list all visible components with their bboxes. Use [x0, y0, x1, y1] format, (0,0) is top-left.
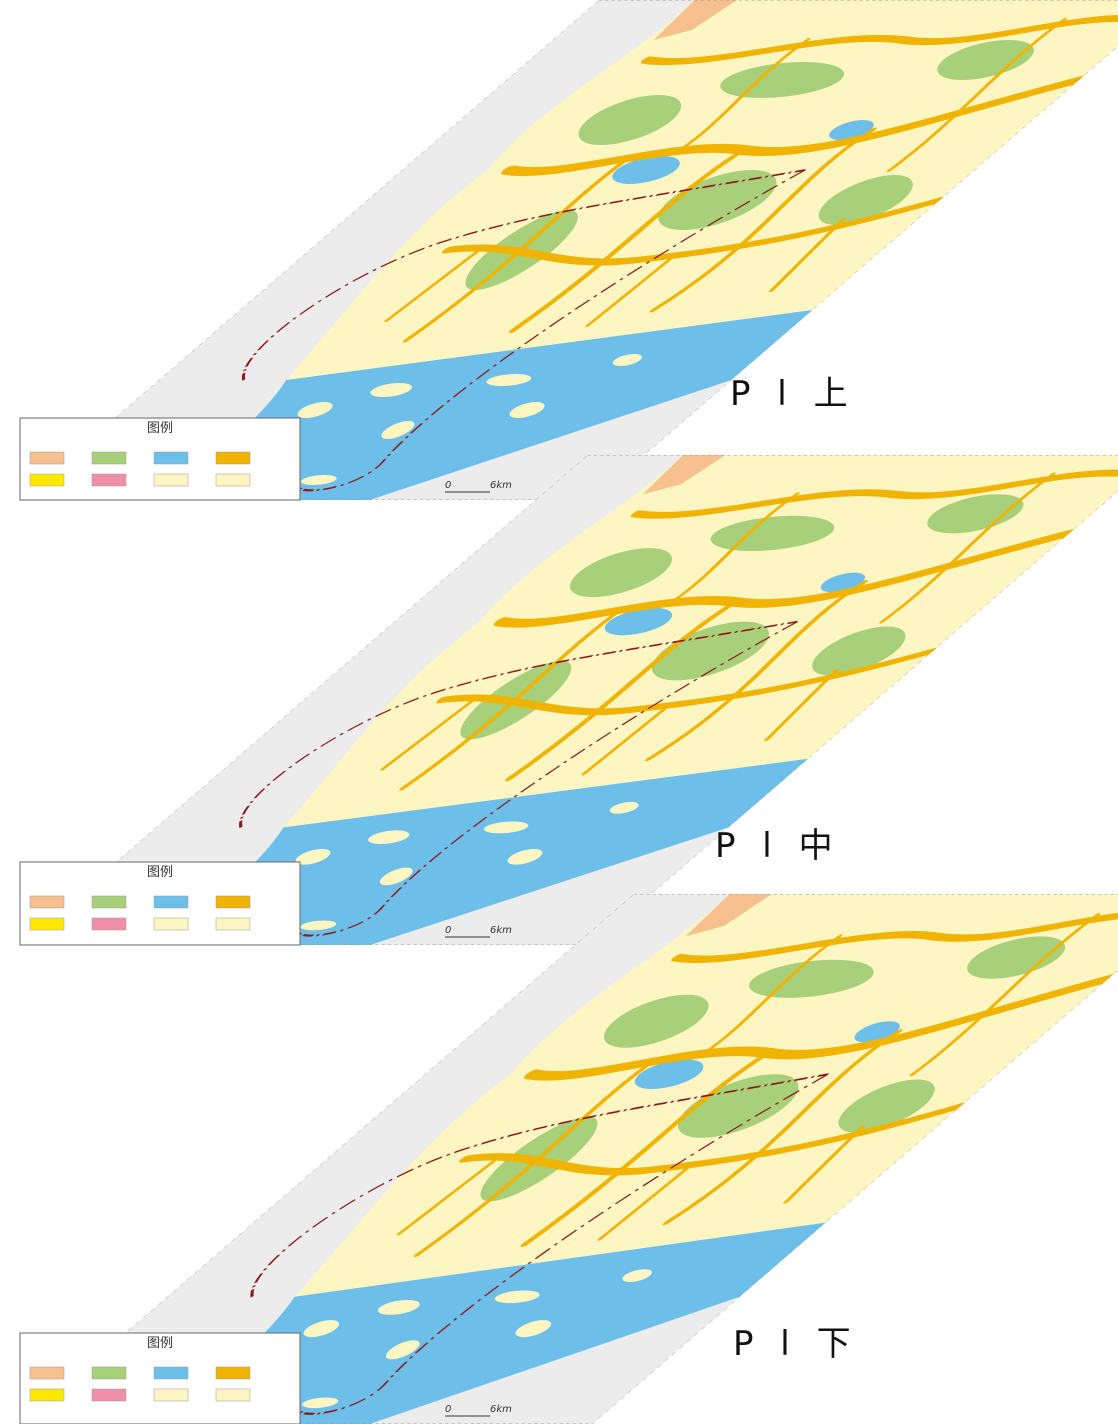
- scale-end: 6km: [490, 1404, 512, 1415]
- figure: 图例06kmP l 上图例06kmP l 中图例06kmP l 下: [0, 0, 1118, 1424]
- legend-swatch: [92, 896, 126, 908]
- legend-swatch: [30, 452, 64, 464]
- scale-start: 0: [445, 1404, 451, 1415]
- legend-swatch: [154, 474, 188, 486]
- map-panel: 图例 0 6km P l 下: [20, 894, 1118, 1424]
- scale-start: 0: [445, 480, 451, 491]
- legend-swatch: [30, 896, 64, 908]
- legend-swatch: [30, 1389, 64, 1401]
- legend-title: 图例: [147, 1336, 173, 1351]
- legend-swatch: [92, 1389, 126, 1401]
- legend-swatch: [216, 474, 250, 486]
- legend-swatch: [216, 896, 250, 908]
- panel-label: P l 上: [730, 374, 856, 414]
- scale-start: 0: [445, 925, 451, 936]
- map-panel: 图例 0 6km P l 中: [20, 455, 1118, 945]
- legend-swatch: [154, 918, 188, 930]
- legend-swatch: [216, 918, 250, 930]
- legend-title: 图例: [147, 865, 173, 880]
- legend-swatch: [30, 474, 64, 486]
- panel-label: P l 下: [733, 1324, 859, 1364]
- legend-swatch: [92, 474, 126, 486]
- legend-swatch: [154, 1389, 188, 1401]
- legend-swatch: [30, 1367, 64, 1379]
- legend-swatch: [216, 1367, 250, 1379]
- legend-title: 图例: [147, 421, 173, 436]
- legend-swatch: [30, 918, 64, 930]
- panel-label: P l 中: [715, 826, 841, 866]
- legend-swatch: [92, 452, 126, 464]
- legend-swatch: [92, 918, 126, 930]
- legend-swatch: [216, 452, 250, 464]
- map-panel: 图例 0 6km P l 上: [20, 0, 1118, 500]
- legend-swatch: [92, 1367, 126, 1379]
- scale-end: 6km: [490, 480, 512, 491]
- scale-end: 6km: [490, 925, 512, 936]
- legend-swatch: [154, 452, 188, 464]
- legend-swatch: [154, 1367, 188, 1379]
- legend-swatch: [216, 1389, 250, 1401]
- legend-swatch: [154, 896, 188, 908]
